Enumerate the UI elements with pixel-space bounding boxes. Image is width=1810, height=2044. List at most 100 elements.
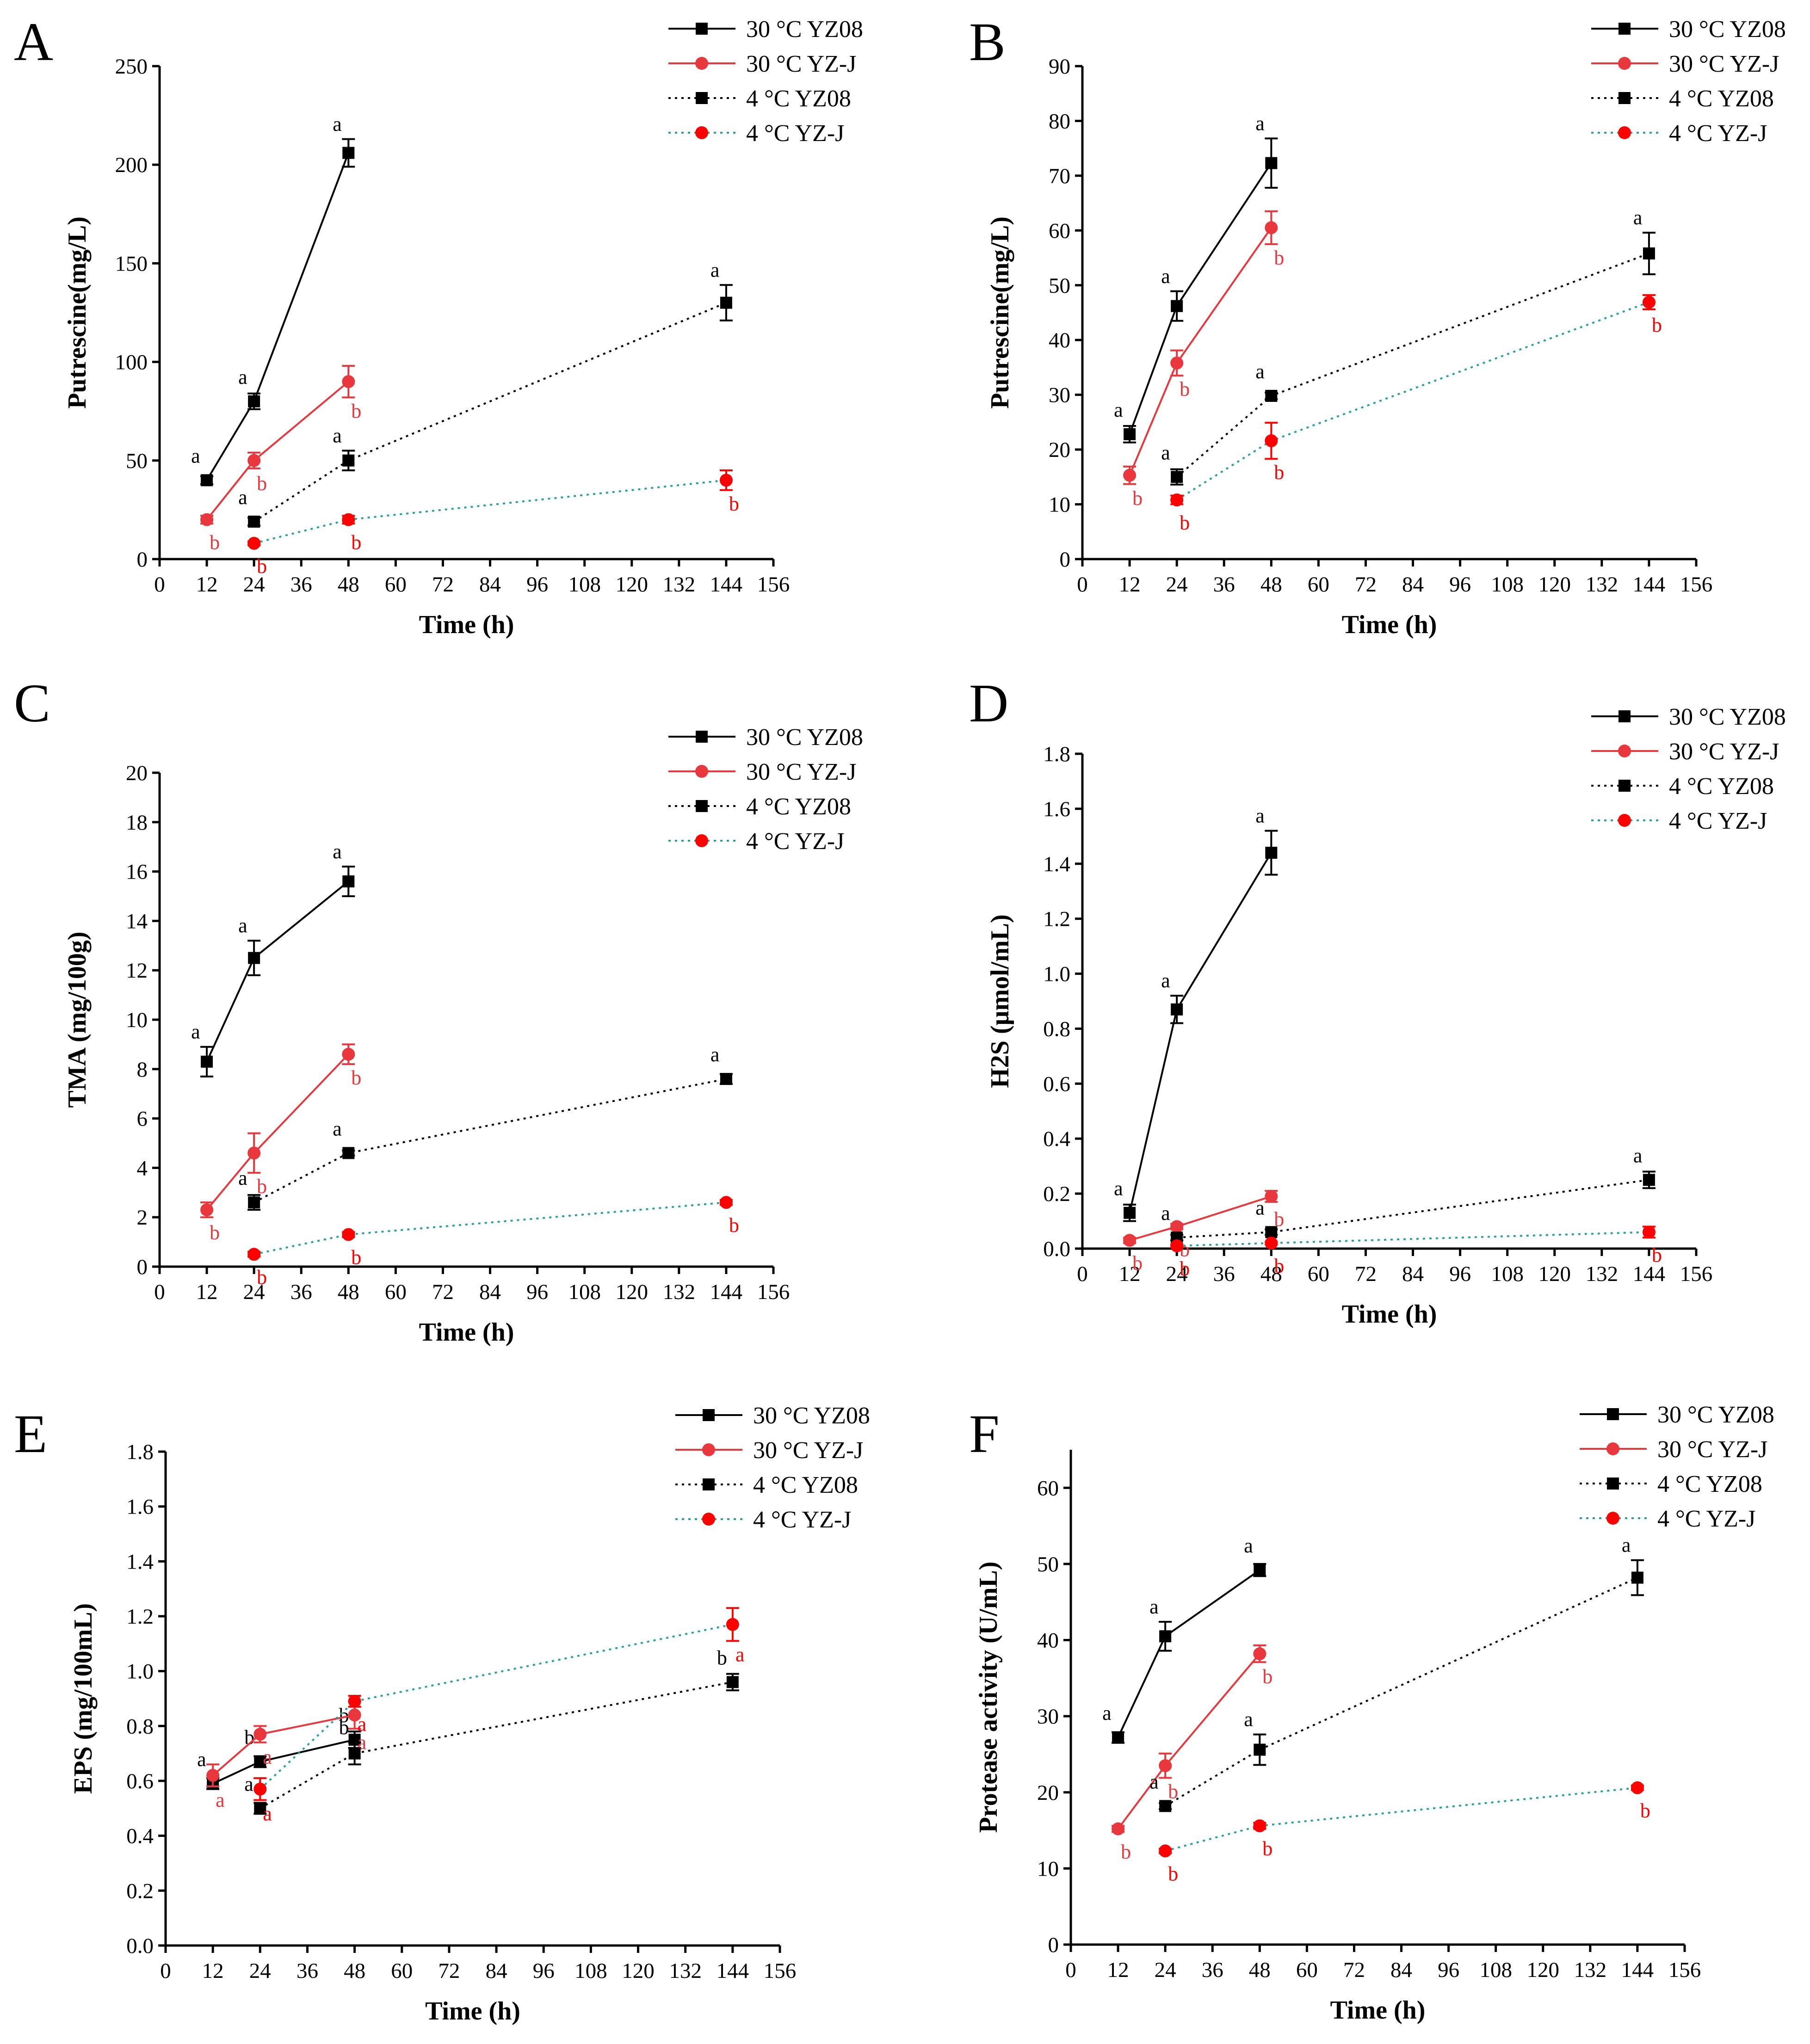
- y-tick-label: 12: [126, 959, 148, 983]
- y-tick-label: 6: [137, 1107, 148, 1131]
- data-point: [1159, 1759, 1172, 1773]
- data-point: [254, 1802, 266, 1815]
- y-tick-label: 200: [115, 153, 148, 177]
- y-tick-label: 10: [126, 1008, 148, 1032]
- series-line: [206, 152, 350, 481]
- x-tick-label: 84: [1402, 573, 1424, 597]
- data-point: [1265, 1226, 1278, 1238]
- x-axis-title: Time (h): [419, 610, 514, 639]
- data-point: [1253, 1647, 1266, 1661]
- y-axis-title: Protease activity (U/mL): [974, 1562, 1003, 1833]
- x-tick-label: 96: [526, 573, 548, 597]
- significance-label: b: [1168, 1780, 1178, 1803]
- x-tick-label: 72: [438, 1959, 460, 1983]
- x-tick-label: 72: [1355, 1262, 1377, 1286]
- series-4: a a a: [253, 1607, 744, 1825]
- data-point: [248, 1196, 260, 1209]
- panel-e: E 0 12 24 36 48 60 72 84 96 108 120 132 144 156 0.0 0.2 0…: [14, 1403, 870, 2026]
- y-tick-label: 0.8: [126, 1714, 154, 1738]
- x-tick-label: 120: [1538, 1262, 1571, 1286]
- data-point: [253, 1782, 267, 1796]
- data-point: [1265, 390, 1278, 402]
- x-tick-label: 24: [1166, 573, 1188, 597]
- legend-label: 4 °C YZ08: [753, 1472, 858, 1498]
- significance-label: b: [351, 531, 361, 554]
- significance-label: a: [1244, 1708, 1253, 1731]
- legend-label: 30 °C YZ08: [1669, 16, 1786, 43]
- series-line: [1165, 1786, 1638, 1852]
- data-point: [1631, 1571, 1643, 1584]
- x-tick-label: 132: [663, 1280, 696, 1304]
- x-tick-label: 0: [1077, 573, 1088, 597]
- y-tick-label: 14: [126, 909, 148, 933]
- x-tick-label: 24: [243, 573, 265, 597]
- y-axis-title: H2S (μmol/mL): [986, 914, 1014, 1088]
- x-tick-label: 96: [1449, 573, 1471, 597]
- panel-c: C0 12 24 36 48 60 72 84 96 108 120 132 144 1560246810…: [14, 673, 863, 1347]
- x-tick-label: 12: [196, 1280, 218, 1304]
- x-tick-label: 84: [479, 573, 501, 597]
- significance-label: a: [333, 113, 342, 135]
- y-tick-label: 80: [1049, 109, 1070, 133]
- legend-label: 4 °C YZ-J: [1669, 120, 1767, 147]
- series-line: [253, 1078, 727, 1203]
- significance-label: b: [257, 555, 267, 578]
- significance-label: a: [191, 444, 200, 467]
- data-point: [1123, 1234, 1137, 1247]
- y-tick-label: 30: [1037, 1705, 1059, 1729]
- data-point: [1170, 1220, 1184, 1233]
- panel-letter: B: [969, 12, 1006, 72]
- legend-marker: [1618, 814, 1631, 827]
- data-point: [1265, 1237, 1278, 1250]
- significance-label: b: [1262, 1665, 1273, 1688]
- data-point: [348, 1708, 361, 1722]
- panel-letter: A: [14, 12, 53, 72]
- x-tick-label: 156: [1680, 1262, 1713, 1286]
- x-tick-label: 48: [1260, 573, 1282, 597]
- series-3: a a a: [238, 1043, 733, 1211]
- legend-marker: [1618, 23, 1631, 35]
- data-point: [348, 1747, 361, 1760]
- x-tick-label: 144: [710, 573, 743, 597]
- significance-label: a: [1622, 1534, 1631, 1557]
- data-point: [1254, 1564, 1266, 1576]
- legend-label: 4 °C YZ08: [1657, 1471, 1762, 1497]
- data-point: [248, 395, 260, 407]
- y-tick-label: 1.8: [1043, 742, 1070, 766]
- significance-label: b: [1274, 246, 1284, 269]
- data-point: [342, 1147, 355, 1159]
- data-point: [342, 1228, 355, 1241]
- x-tick-label: 156: [764, 1959, 797, 1983]
- y-tick-label: 250: [115, 55, 148, 79]
- x-tick-label: 156: [1668, 1958, 1701, 1982]
- y-axis-title: Putrescine(mg/L): [986, 216, 1014, 409]
- x-tick-label: 36: [1213, 1262, 1235, 1286]
- x-tick-label: 60: [1308, 573, 1329, 597]
- data-point: [1631, 1781, 1644, 1794]
- data-point: [253, 1728, 267, 1741]
- data-point: [1265, 847, 1278, 859]
- x-tick-label: 156: [1680, 573, 1713, 597]
- y-tick-label: 10: [1037, 1857, 1059, 1881]
- significance-label: a: [1114, 399, 1123, 421]
- x-axis-title: Time (h): [1342, 1300, 1437, 1329]
- legend-marker: [1618, 57, 1631, 70]
- y-tick-label: 60: [1037, 1476, 1059, 1500]
- x-tick-label: 120: [616, 573, 649, 597]
- x-tick-label: 24: [1155, 1958, 1176, 1982]
- significance-label: b: [210, 1221, 220, 1244]
- x-tick-label: 0: [1077, 1262, 1088, 1286]
- x-tick-label: 36: [290, 573, 312, 597]
- series-3: a a a: [1149, 1534, 1644, 1812]
- x-tick-label: 24: [243, 1280, 265, 1304]
- x-tick-label: 132: [1586, 1262, 1618, 1286]
- data-point: [719, 474, 733, 487]
- legend-label: 30 °C YZ08: [746, 16, 863, 43]
- x-tick-label: 60: [385, 1280, 407, 1304]
- series-3: a a a: [238, 259, 733, 528]
- y-axis-title: EPS (mg/100mL): [69, 1603, 98, 1794]
- x-tick-label: 84: [1402, 1262, 1424, 1286]
- y-tick-label: 100: [115, 351, 148, 375]
- series-3: a a a: [1161, 1144, 1656, 1244]
- panel-f: F 0 12 24 36 48 60 72 84 96 108 120 132 144 156 0 10 20 30…: [969, 1402, 1774, 2025]
